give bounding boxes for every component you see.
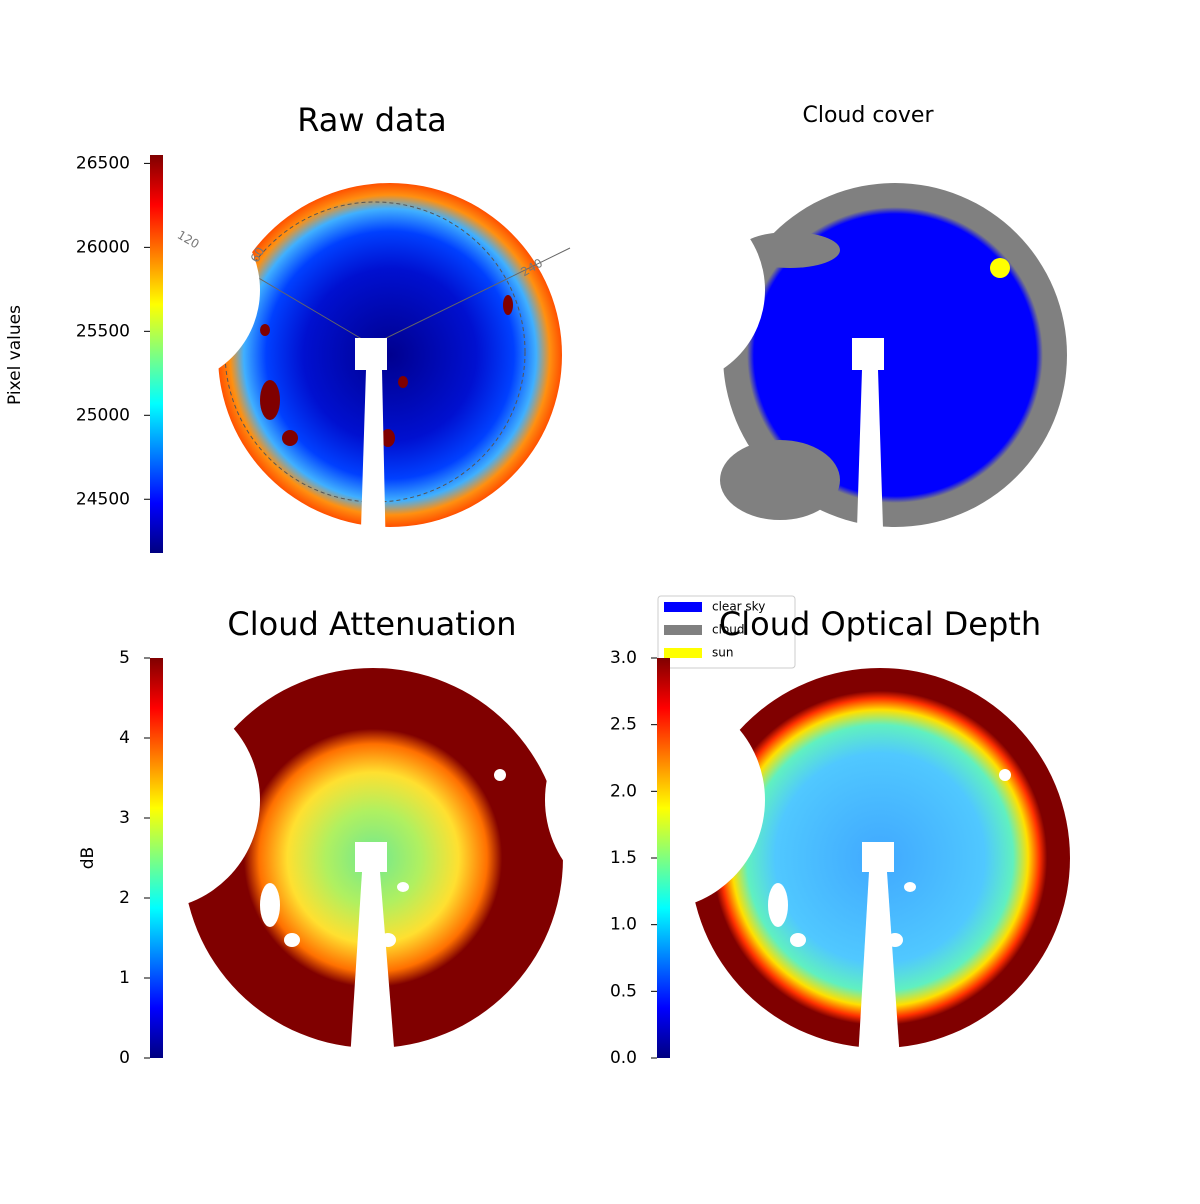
colorbar-label: Pixel values xyxy=(5,305,25,405)
colorbar-tick-label: 26500 xyxy=(76,153,130,173)
colorbar xyxy=(150,155,163,553)
legend-swatch xyxy=(664,602,702,612)
panel-title: Cloud Optical Depth xyxy=(719,605,1041,643)
colorbar-tick-label: 26000 xyxy=(76,237,130,257)
sun-marker xyxy=(990,258,1010,278)
colorbar-tick-label: 25500 xyxy=(76,321,130,341)
colorbar-tick-label: 1.0 xyxy=(610,915,637,935)
raw-image xyxy=(70,183,571,560)
panel-title: Cloud Attenuation xyxy=(227,605,516,643)
legend-swatch xyxy=(664,625,702,635)
colorbar-tick-label: 1 xyxy=(119,968,130,988)
legend-swatch xyxy=(664,648,702,658)
colorbar-tick-label: 4 xyxy=(119,728,130,748)
colorbar-tick-label: 3 xyxy=(119,808,130,828)
colorbar-tick-label: 0 xyxy=(119,1048,130,1068)
colorbar-tick-label: 0.5 xyxy=(610,981,637,1001)
optical-depth-image xyxy=(545,668,1070,1060)
panel-title: Raw data xyxy=(297,101,447,139)
colorbar xyxy=(150,658,163,1058)
colorbar-tick-label: 24500 xyxy=(76,489,130,509)
colorbar-tick-label: 25000 xyxy=(76,405,130,425)
colorbar-tick-label: 2.0 xyxy=(610,781,637,801)
colorbar-tick-label: 2.5 xyxy=(610,715,637,735)
colorbar-tick-label: 2 xyxy=(119,888,130,908)
colorbar-label: dB xyxy=(78,847,98,869)
colorbar-tick-label: 1.5 xyxy=(610,848,637,868)
panel-title: Cloud cover xyxy=(803,103,935,128)
cloud-cover-image xyxy=(575,183,1067,560)
colorbar-tick-label: 5 xyxy=(119,648,130,668)
colorbar-tick-label: 0.0 xyxy=(610,1048,637,1068)
legend-label: sun xyxy=(712,646,733,660)
polar-label: 60 xyxy=(248,245,268,265)
legend-label: clear sky xyxy=(712,600,765,614)
attenuation-image xyxy=(40,668,563,1060)
legend-label: cloud xyxy=(712,623,745,637)
colorbar xyxy=(657,658,670,1058)
colorbar-tick-label: 3.0 xyxy=(610,648,637,668)
